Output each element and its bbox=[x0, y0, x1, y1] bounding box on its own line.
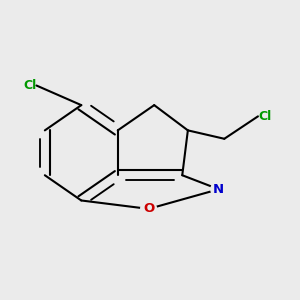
Circle shape bbox=[211, 182, 226, 197]
Text: Cl: Cl bbox=[258, 110, 271, 123]
Text: N: N bbox=[213, 183, 224, 196]
Text: O: O bbox=[143, 202, 154, 215]
Circle shape bbox=[141, 201, 156, 217]
Text: Cl: Cl bbox=[23, 79, 36, 92]
